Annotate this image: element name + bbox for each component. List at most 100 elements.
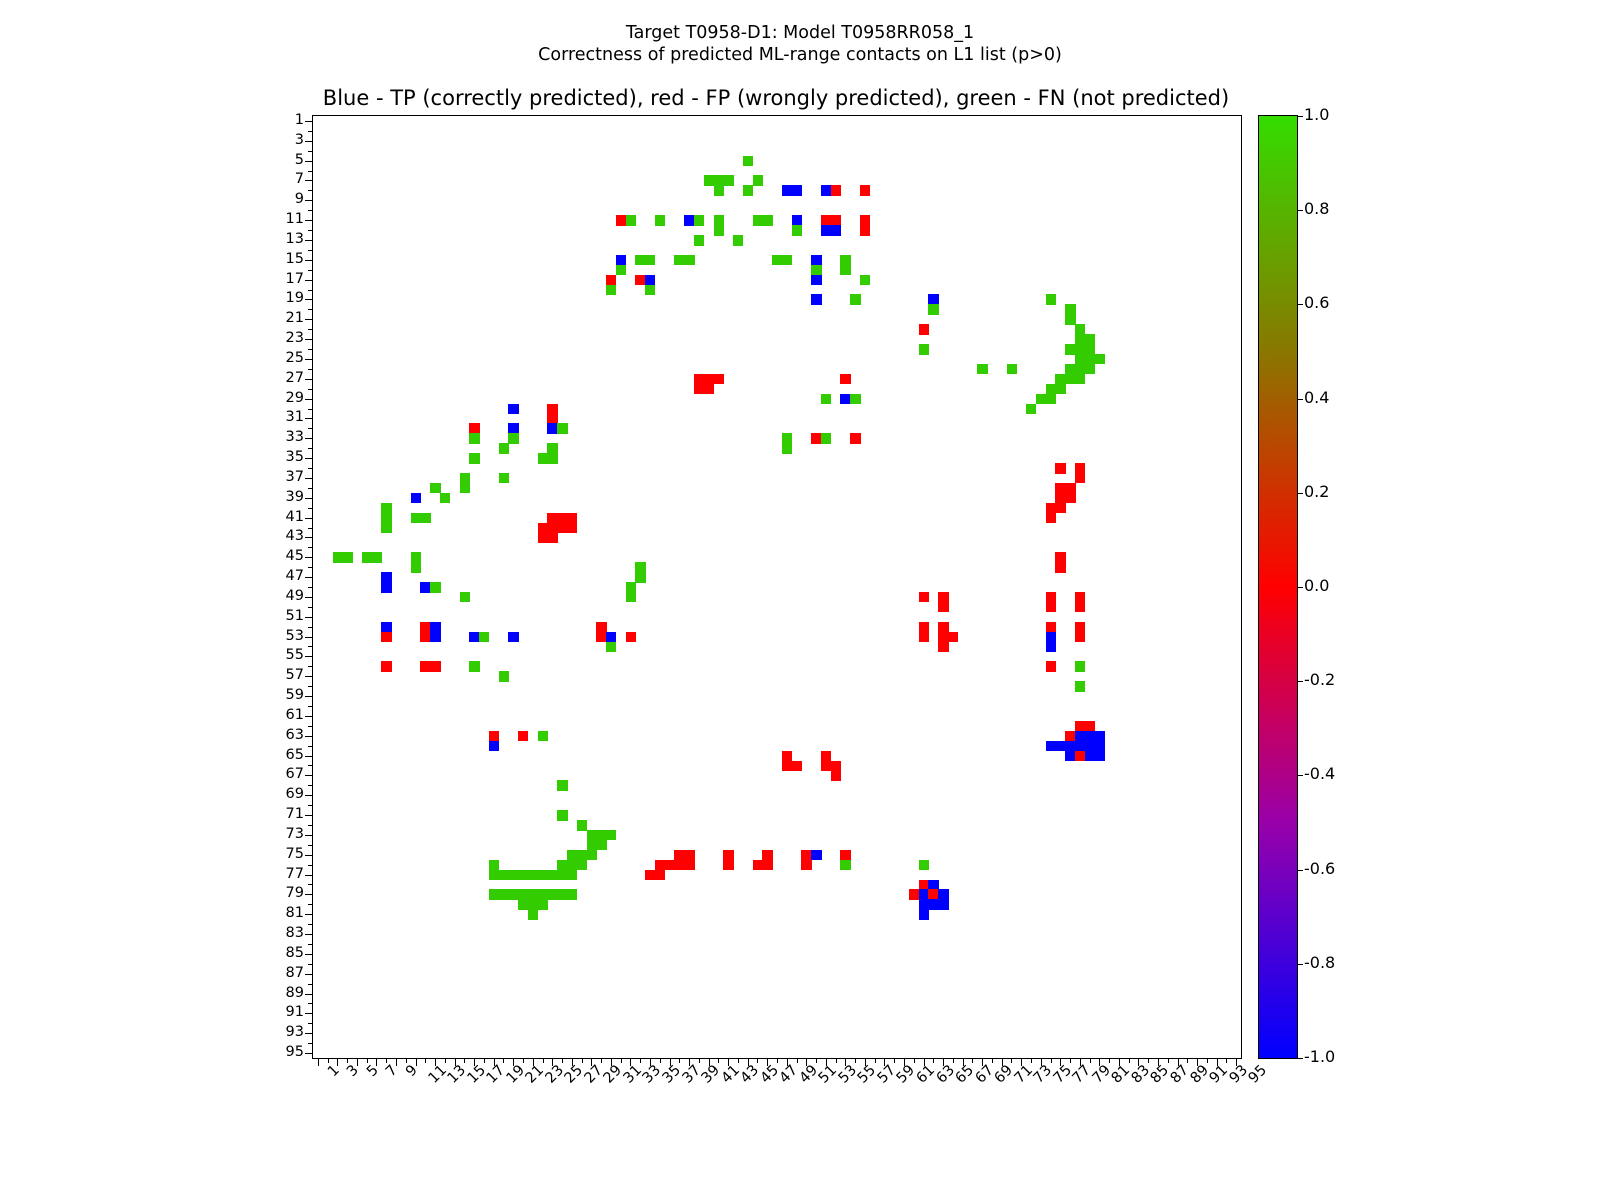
- contact-cell: [547, 532, 558, 543]
- contact-cell: [928, 304, 939, 315]
- x-tick-mark: [1216, 1058, 1218, 1066]
- x-tick-mark: [581, 1058, 583, 1063]
- y-tick-mark: [305, 200, 313, 202]
- contact-cell: [860, 225, 871, 236]
- contact-cell: [654, 869, 666, 881]
- contact-cell: [1055, 482, 1066, 494]
- contact-cell: [1065, 314, 1076, 325]
- x-tick-mark: [972, 1058, 974, 1063]
- contact-cell: [1074, 363, 1086, 375]
- contact-cell: [1065, 373, 1076, 385]
- y-tick-mark: [305, 557, 313, 559]
- contact-cell: [1055, 373, 1066, 385]
- contact-cell: [860, 185, 871, 196]
- y-tick-mark: [305, 180, 313, 182]
- contact-cell: [830, 185, 842, 196]
- colorbar-tick-label: 0.8: [1304, 199, 1330, 219]
- contact-cell: [469, 631, 480, 643]
- contact-cell: [938, 621, 949, 633]
- contact-cell: [820, 185, 832, 196]
- contact-cell: [606, 641, 617, 653]
- contact-cell: [547, 403, 558, 415]
- x-tick-mark: [659, 1058, 661, 1063]
- contact-cell: [918, 591, 929, 603]
- colorbar-tick-mark: [1297, 398, 1303, 400]
- contact-cell: [908, 889, 920, 900]
- contact-cell: [781, 185, 793, 196]
- contact-cell: [1065, 304, 1076, 315]
- contact-cell: [1084, 740, 1096, 752]
- contact-cell: [566, 859, 578, 871]
- y-tick-mark: [308, 686, 313, 688]
- contact-cell: [918, 621, 929, 633]
- contact-cell: [566, 889, 578, 900]
- y-tick-mark: [308, 349, 313, 351]
- contact-cell: [1074, 631, 1086, 643]
- contact-cell: [508, 423, 519, 434]
- x-tick-mark: [493, 1058, 495, 1066]
- contact-cell: [557, 869, 568, 881]
- x-tick-mark: [982, 1058, 984, 1066]
- contact-cell: [1065, 730, 1076, 742]
- contact-cell: [537, 899, 549, 910]
- colorbar-tick-label: -0.4: [1304, 764, 1336, 784]
- contact-cell: [830, 225, 842, 236]
- y-tick-label: 49: [285, 587, 304, 604]
- x-tick-mark: [1079, 1058, 1081, 1066]
- contact-cell: [566, 512, 578, 524]
- x-tick-mark: [1109, 1058, 1111, 1063]
- contact-cell: [527, 889, 539, 900]
- contact-cell: [596, 631, 607, 643]
- contact-cell: [713, 215, 724, 226]
- contact-cell: [459, 591, 470, 603]
- contact-cell: [586, 829, 597, 841]
- y-tick-mark: [308, 269, 313, 271]
- y-tick-mark: [305, 934, 313, 936]
- contact-cell: [820, 215, 832, 226]
- contact-cell: [938, 601, 949, 613]
- y-tick-mark: [308, 487, 313, 489]
- contact-cell: [791, 760, 802, 772]
- contact-cell: [1055, 383, 1066, 395]
- colorbar: [1258, 115, 1303, 1059]
- contact-cell: [938, 889, 949, 900]
- y-tick-mark: [308, 210, 313, 212]
- contact-cell: [430, 582, 441, 593]
- contact-cell: [1065, 492, 1076, 504]
- y-tick-mark: [305, 517, 313, 519]
- contact-cell: [1094, 353, 1105, 365]
- contact-cell: [1045, 512, 1056, 524]
- x-tick-mark: [767, 1058, 769, 1066]
- contact-cell: [459, 472, 470, 484]
- contact-cell: [840, 254, 851, 266]
- contact-cell: [1084, 750, 1096, 762]
- y-tick-label: 91: [285, 1004, 304, 1021]
- contact-cell: [713, 175, 724, 186]
- y-tick-mark: [305, 616, 313, 618]
- y-tick-mark: [308, 646, 313, 648]
- contact-cell: [1074, 730, 1086, 742]
- x-tick-mark: [415, 1058, 417, 1066]
- y-tick-label: 69: [285, 786, 304, 803]
- x-tick-mark: [650, 1058, 651, 1066]
- y-tick-label: 45: [285, 548, 304, 565]
- contact-cell: [586, 849, 597, 861]
- x-tick-mark: [640, 1058, 642, 1063]
- y-tick-mark: [308, 408, 313, 410]
- contact-cell: [781, 433, 793, 444]
- y-tick-label: 43: [285, 528, 304, 545]
- y-tick-label: 1: [294, 111, 304, 128]
- x-tick-mark: [825, 1058, 827, 1066]
- x-tick-mark: [1099, 1058, 1101, 1066]
- contact-cell: [371, 552, 382, 563]
- x-tick-mark: [757, 1058, 759, 1063]
- contact-cell: [811, 264, 822, 276]
- contact-cell: [811, 294, 822, 305]
- contact-cell: [860, 274, 871, 286]
- contact-cell: [1055, 502, 1066, 514]
- contact-cell: [781, 443, 793, 454]
- contact-cell: [420, 621, 431, 633]
- colorbar-tick-label: 0.4: [1304, 387, 1330, 407]
- y-tick-mark: [305, 279, 313, 281]
- contact-cell: [557, 810, 568, 821]
